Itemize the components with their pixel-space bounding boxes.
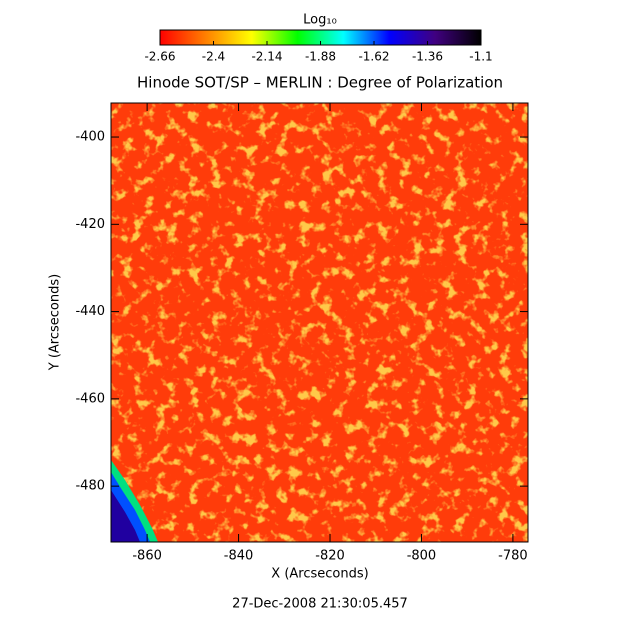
y-tick-label: -480 [75, 479, 105, 494]
image-texture [111, 103, 528, 542]
colorbar-tick-label: -1.88 [305, 50, 336, 64]
x-tick-label: -840 [224, 549, 254, 564]
x-tick-label: -800 [407, 549, 437, 564]
image [111, 103, 528, 542]
plot-frame [110, 102, 529, 543]
chart-title: Hinode SOT/SP – MERLIN : Degree of Polar… [137, 74, 503, 92]
y-tick-label: -440 [75, 304, 105, 319]
x-axis-label: X (Arcseconds) [271, 567, 368, 582]
colorbar-tick-label: -1.62 [358, 50, 389, 64]
colorbar-tick-label: -2.66 [144, 50, 175, 64]
colorbar-tick-label: -1.1 [469, 50, 492, 64]
y-axis-label: Y (Arcseconds) [48, 274, 63, 371]
limb-dark [111, 490, 140, 542]
x-tick-label: -820 [315, 549, 345, 564]
colorbar-label: Log₁₀ [303, 13, 337, 28]
colorbar-tick-label: -1.36 [412, 50, 443, 64]
y-tick-label: -460 [75, 391, 105, 406]
x-tick-label: -780 [498, 549, 528, 564]
y-tick-label: -420 [75, 217, 105, 232]
footer: 27-Dec-2008 21:30:05.457 [232, 597, 408, 612]
colorbar-tick-label: -2.4 [202, 50, 225, 64]
y-tick-label: -400 [75, 130, 105, 145]
colorbar-tick-label: -2.14 [251, 50, 282, 64]
x-tick-label: -860 [132, 549, 162, 564]
